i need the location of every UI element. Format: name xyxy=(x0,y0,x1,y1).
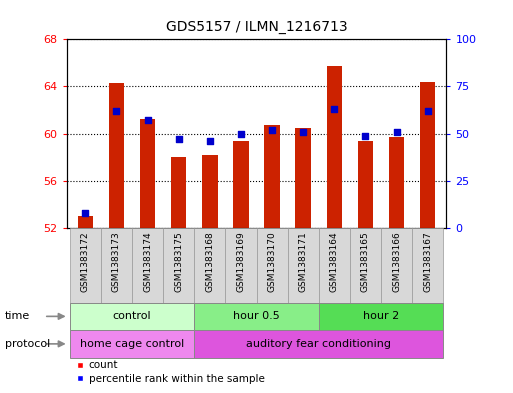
Text: GSM1383175: GSM1383175 xyxy=(174,231,183,292)
Bar xyxy=(295,128,311,228)
Bar xyxy=(319,303,443,330)
Text: hour 0.5: hour 0.5 xyxy=(233,311,280,321)
Bar xyxy=(319,228,350,303)
Bar xyxy=(132,228,163,303)
Text: GSM1383169: GSM1383169 xyxy=(236,231,245,292)
Bar xyxy=(202,155,218,228)
Bar xyxy=(194,330,443,358)
Bar xyxy=(70,330,194,358)
Bar xyxy=(358,141,373,228)
Bar xyxy=(233,141,249,228)
Text: GSM1383167: GSM1383167 xyxy=(423,231,432,292)
Point xyxy=(424,108,432,114)
Title: GDS5157 / ILMN_1216713: GDS5157 / ILMN_1216713 xyxy=(166,20,347,34)
Bar xyxy=(420,82,436,228)
Text: GSM1383168: GSM1383168 xyxy=(205,231,214,292)
Bar xyxy=(381,228,412,303)
Bar xyxy=(350,228,381,303)
Bar xyxy=(109,83,124,228)
Point xyxy=(330,106,339,112)
Text: GSM1383170: GSM1383170 xyxy=(268,231,277,292)
Point xyxy=(361,132,369,139)
Text: GSM1383165: GSM1383165 xyxy=(361,231,370,292)
Text: GSM1383172: GSM1383172 xyxy=(81,231,90,292)
Bar xyxy=(288,228,319,303)
Point xyxy=(81,210,89,216)
Text: control: control xyxy=(113,311,151,321)
Text: hour 2: hour 2 xyxy=(363,311,399,321)
Bar xyxy=(70,228,101,303)
Bar xyxy=(264,125,280,228)
Text: auditory fear conditioning: auditory fear conditioning xyxy=(246,339,391,349)
Bar xyxy=(194,228,225,303)
Point xyxy=(174,136,183,142)
Point xyxy=(112,108,121,114)
Text: time: time xyxy=(5,311,30,321)
Bar xyxy=(326,66,342,228)
Legend: count, percentile rank within the sample: count, percentile rank within the sample xyxy=(72,356,269,388)
Text: GSM1383164: GSM1383164 xyxy=(330,231,339,292)
Point xyxy=(392,129,401,135)
Text: home cage control: home cage control xyxy=(80,339,184,349)
Text: GSM1383166: GSM1383166 xyxy=(392,231,401,292)
Text: protocol: protocol xyxy=(5,339,50,349)
Bar xyxy=(256,228,288,303)
Bar xyxy=(171,157,187,228)
Text: GSM1383174: GSM1383174 xyxy=(143,231,152,292)
Bar xyxy=(70,303,194,330)
Point xyxy=(268,127,276,133)
Bar xyxy=(140,119,155,228)
Bar xyxy=(77,216,93,228)
Bar xyxy=(225,228,256,303)
Text: GSM1383173: GSM1383173 xyxy=(112,231,121,292)
Bar xyxy=(194,303,319,330)
Point xyxy=(299,129,307,135)
Bar xyxy=(163,228,194,303)
Point xyxy=(144,117,152,123)
Bar xyxy=(389,137,404,228)
Point xyxy=(206,138,214,144)
Point xyxy=(237,130,245,137)
Bar xyxy=(101,228,132,303)
Bar xyxy=(412,228,443,303)
Text: GSM1383171: GSM1383171 xyxy=(299,231,308,292)
